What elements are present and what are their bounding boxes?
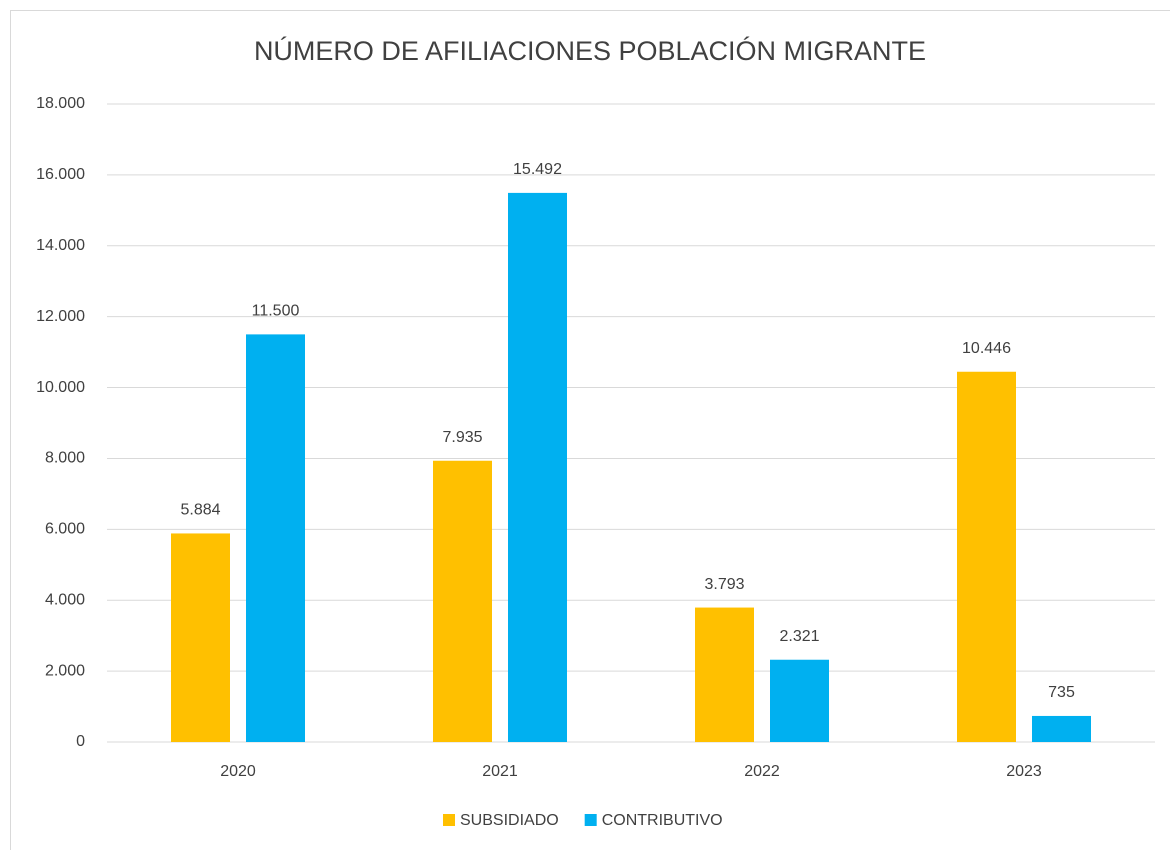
- x-tick-label: 2022: [744, 763, 780, 780]
- y-tick-label: 6.000: [45, 521, 85, 538]
- bar: [246, 334, 305, 742]
- data-label: 11.500: [252, 303, 300, 320]
- x-tick-label: 2020: [220, 763, 256, 780]
- data-label: 735: [1048, 684, 1075, 701]
- legend-swatch: [443, 814, 455, 826]
- y-tick-label: 16.000: [36, 166, 85, 183]
- data-label: 10.446: [962, 340, 1011, 357]
- y-tick-label: 4.000: [45, 591, 85, 608]
- data-label: 2.321: [779, 628, 819, 645]
- bar: [957, 371, 1016, 742]
- y-tick-label: 14.000: [36, 237, 85, 254]
- bar: [1032, 715, 1091, 742]
- data-label: 7.935: [442, 429, 482, 446]
- y-tick-label: 18.000: [36, 95, 85, 112]
- x-tick-label: 2021: [482, 763, 518, 780]
- bar: [695, 607, 754, 742]
- data-label: 15.492: [513, 161, 562, 178]
- chart-title: NÚMERO DE AFILIACIONES POBLACIÓN MIGRANT…: [254, 35, 926, 66]
- y-tick-label: 2.000: [45, 662, 85, 679]
- y-tick-label: 0: [76, 733, 85, 750]
- bar: [433, 460, 492, 742]
- y-tick-label: 8.000: [45, 450, 85, 467]
- bar: [508, 192, 567, 743]
- y-tick-label: 10.000: [36, 379, 85, 396]
- data-label: 5.884: [180, 502, 220, 519]
- legend-swatch: [584, 814, 597, 826]
- y-tick-label: 12.000: [36, 308, 85, 325]
- bar: [770, 659, 829, 742]
- legend-label: SUBSIDIADO: [460, 812, 559, 829]
- bar: [171, 533, 230, 742]
- legend-label: CONTRIBUTIVO: [602, 812, 723, 829]
- data-label: 3.793: [704, 576, 744, 593]
- x-tick-label: 2023: [1006, 763, 1042, 780]
